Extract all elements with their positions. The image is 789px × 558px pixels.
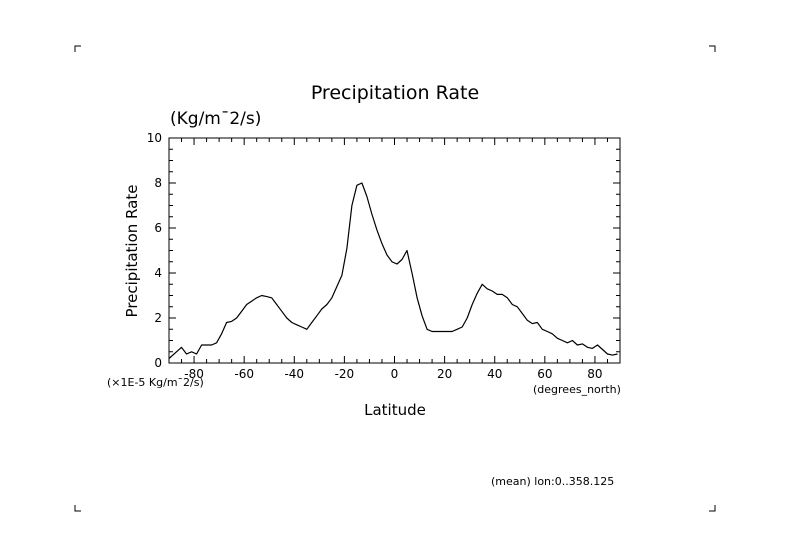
x-tick-label: -80 [184,367,204,381]
plot-frame [168,137,621,364]
corner-mark-top-left [74,45,81,52]
x-tick-label: 20 [437,367,452,381]
corner-mark-top-right [709,45,716,52]
axis-ticks [168,137,621,364]
x-axis-label: Latitude [364,401,426,419]
chart-title: Precipitation Rate [311,82,479,104]
x-tick-label: 0 [391,367,399,381]
y-tick-label: 0 [154,356,162,370]
x-tick-label: -20 [335,367,355,381]
y-axis-label: Precipitation Rate [123,185,141,318]
mean-longitude-note: (mean) lon:0..358.125 [491,475,614,488]
y-tick-label: 6 [154,221,162,235]
corner-mark-bottom-right [709,505,716,512]
x-tick-label: -60 [234,367,254,381]
x-tick-label: -40 [284,367,304,381]
x-tick-label: 40 [487,367,502,381]
axis-tick-labels: -80 -60 -40 -20 0 20 40 60 80 0 2 4 6 8 10 [147,131,603,381]
corner-mark-bottom-left [74,505,81,512]
y-tick-label: 2 [154,311,162,325]
y-tick-label: 8 [154,176,162,190]
x-tick-label: 60 [537,367,552,381]
x-tick-label: 80 [587,367,602,381]
x-unit-note: (degrees_north) [533,383,621,396]
chart-units-label: (Kg/m¯2/s) [170,109,261,129]
y-tick-label: 4 [154,266,162,280]
y-tick-label: 10 [147,131,162,145]
y-scale-note: (×1E-5 Kg/m¯2/s) [107,376,204,389]
precipitation-series-line [168,182,618,359]
